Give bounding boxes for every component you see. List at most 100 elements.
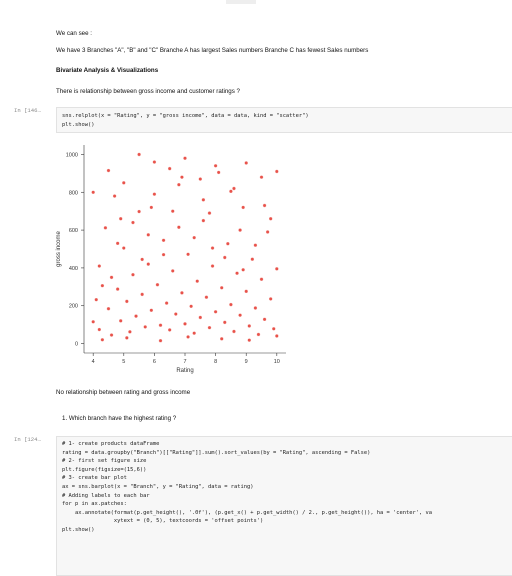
y-axis-label: gross income	[56, 231, 62, 267]
data-point	[140, 257, 145, 262]
data-point	[143, 325, 148, 329]
data-point	[265, 230, 270, 234]
data-point	[167, 328, 172, 332]
data-point	[253, 306, 258, 310]
code-line: # 3- create bar plot	[62, 475, 127, 482]
data-point	[146, 262, 151, 266]
data-point	[268, 216, 273, 221]
data-point	[198, 177, 203, 181]
code-line: sns.relplot(x = "Rating", y = "gross inc…	[62, 113, 309, 119]
code-line: ax.annotate(format(p.get_height(), '.0f'…	[62, 509, 432, 516]
data-point	[247, 338, 252, 342]
data-point	[213, 309, 218, 314]
data-point	[271, 326, 276, 331]
code-line: rating = data.groupby("Branch")[["Rating…	[62, 449, 371, 456]
data-point	[158, 338, 163, 343]
data-point	[232, 329, 236, 334]
data-point	[155, 282, 160, 287]
data-point	[204, 295, 209, 300]
x-tick-label: 6	[153, 359, 156, 365]
data-point	[103, 225, 108, 230]
code-cell-relplot[interactable]: sns.relplot(x = "Rating", y = "gross inc…	[56, 107, 512, 133]
data-point	[94, 297, 99, 302]
code-line: xytext = (0, 5), textcoords = 'offset po…	[62, 518, 264, 525]
x-tick-label: 8	[214, 359, 217, 365]
data-point	[195, 279, 200, 283]
data-point	[186, 335, 190, 339]
data-point	[216, 170, 221, 175]
data-point	[183, 156, 187, 161]
data-point	[241, 205, 246, 210]
data-point	[134, 314, 138, 318]
code-line: plt.figure(figsize=(15,6))	[62, 466, 147, 473]
data-point	[177, 182, 181, 187]
data-point	[192, 331, 197, 335]
y-tick-label: 0	[75, 342, 78, 348]
y-tick-label: 600	[69, 228, 78, 234]
y-tick-label: 1000	[66, 152, 78, 158]
cell-prompt: In [146…	[14, 107, 41, 114]
markdown-relationship-question: There is relationship between gross inco…	[56, 88, 240, 95]
data-point	[131, 220, 135, 225]
data-point	[219, 285, 224, 290]
data-point	[201, 218, 206, 223]
data-point	[235, 271, 239, 276]
data-point	[118, 216, 123, 221]
x-tick-label: 5	[122, 359, 125, 365]
markdown-question-highest-rating: 1. Which branch have the highest rating …	[62, 415, 177, 422]
data-point	[210, 264, 215, 268]
code-cell-barplot[interactable]: # 1- create products dataFrame rating = …	[56, 436, 512, 576]
data-point	[201, 197, 206, 202]
data-point	[100, 283, 105, 288]
data-point	[152, 192, 157, 197]
data-point	[158, 323, 163, 328]
x-tick-label: 9	[245, 359, 248, 365]
x-tick-label: 4	[92, 359, 95, 365]
data-point	[109, 275, 114, 280]
data-point	[244, 161, 249, 165]
data-point	[137, 209, 141, 214]
data-point	[140, 292, 145, 297]
data-point	[259, 175, 264, 179]
data-point	[106, 168, 111, 173]
x-tick-label: 10	[274, 359, 280, 365]
y-tick-label: 200	[69, 304, 78, 310]
data-point	[229, 189, 233, 194]
code-line: for p in ax.patches:	[62, 501, 127, 508]
data-point	[137, 152, 141, 157]
x-axis-label: Rating	[176, 368, 193, 374]
data-point	[121, 246, 126, 250]
data-point	[100, 337, 105, 342]
data-point	[124, 299, 129, 304]
data-point	[256, 332, 261, 337]
data-point	[124, 336, 129, 340]
data-point	[253, 243, 258, 248]
data-point	[262, 203, 267, 208]
data-point	[274, 169, 279, 174]
data-point	[207, 211, 212, 215]
data-point	[207, 325, 212, 330]
data-point	[161, 252, 166, 257]
code-line: # 2- first set figure size	[62, 458, 147, 465]
data-point	[128, 329, 132, 334]
data-point	[115, 241, 120, 246]
data-point	[262, 317, 267, 322]
cell-prompt: In [124…	[14, 436, 41, 443]
code-line: plt.show()	[62, 526, 95, 533]
data-point	[229, 302, 233, 307]
data-point	[106, 306, 111, 311]
data-point	[164, 301, 169, 305]
data-point	[210, 246, 215, 250]
data-point	[244, 289, 249, 294]
data-point	[115, 287, 120, 291]
data-point	[97, 327, 102, 332]
data-point	[146, 232, 151, 237]
data-point	[213, 163, 218, 168]
data-point	[152, 160, 157, 164]
data-point	[259, 277, 264, 282]
data-point	[173, 312, 178, 316]
code-line: ax = sns.barplot(x = "Branch", y = "Rati…	[62, 483, 254, 490]
data-point	[121, 180, 126, 185]
data-point	[222, 320, 227, 325]
data-point	[177, 225, 181, 230]
